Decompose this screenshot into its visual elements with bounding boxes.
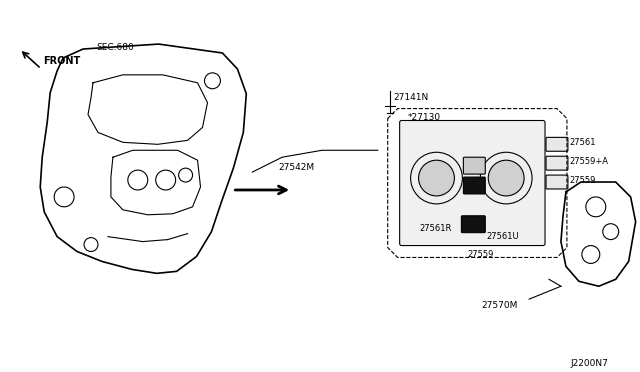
FancyBboxPatch shape [546,137,568,151]
FancyBboxPatch shape [463,157,485,174]
Text: 27542M: 27542M [278,163,314,172]
Text: *27130: *27130 [408,113,441,122]
Text: 27561R: 27561R [420,224,452,233]
FancyBboxPatch shape [463,177,485,194]
Text: 27559: 27559 [569,176,595,185]
FancyBboxPatch shape [461,216,485,232]
Text: J2200N7: J2200N7 [571,359,609,368]
FancyBboxPatch shape [546,156,568,170]
Text: 27559+A: 27559+A [569,157,608,166]
Text: 27559: 27559 [467,250,493,259]
Circle shape [488,160,524,196]
FancyBboxPatch shape [546,175,568,189]
Text: 27141N: 27141N [394,93,429,102]
Text: 27561U: 27561U [486,232,519,241]
Text: 27570M: 27570M [481,301,518,310]
FancyBboxPatch shape [399,121,545,246]
Text: FRONT: FRONT [44,56,81,66]
Text: 27561: 27561 [569,138,595,147]
Circle shape [419,160,454,196]
Text: SEC.680: SEC.680 [96,43,134,52]
